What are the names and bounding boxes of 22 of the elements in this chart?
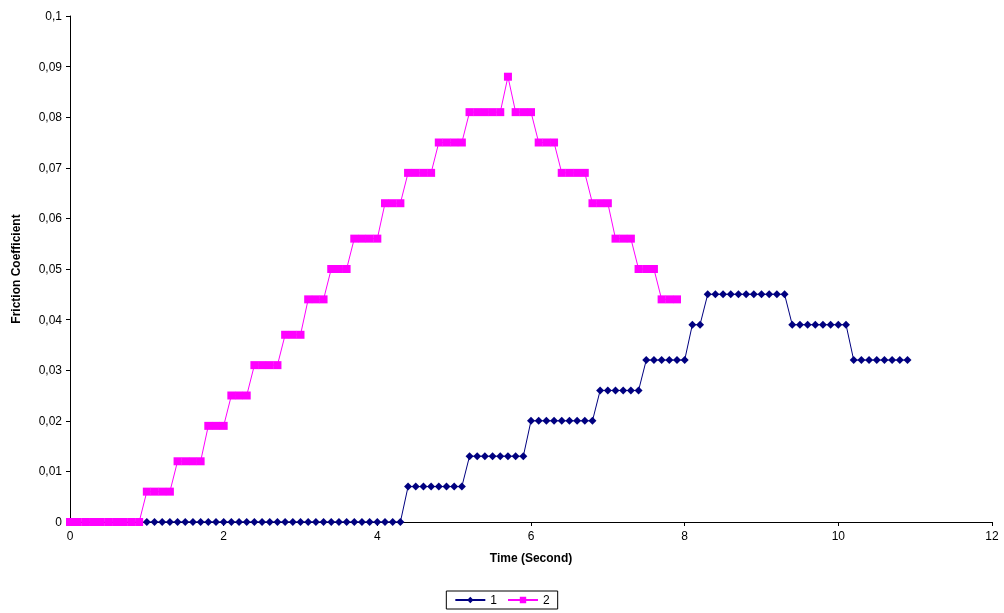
y-axis-title: Friction Coefficient	[9, 214, 23, 324]
y-tick-label: 0,02	[38, 413, 63, 428]
y-tick-label: 0	[55, 515, 63, 529]
y-tick-label: 0,09	[38, 59, 63, 74]
y-tick-label: 0,03	[38, 363, 63, 378]
y-tick-label: 0,08	[38, 110, 63, 125]
x-tick-label: 8	[681, 529, 689, 543]
legend-label: 1	[490, 593, 498, 607]
y-tick-label: 0,01	[38, 464, 63, 479]
x-tick-label: 4	[373, 529, 381, 543]
y-tick-label: 0,1	[45, 9, 63, 23]
x-axis-title: Time (Second)	[489, 551, 573, 565]
x-tick-label: 12	[985, 529, 999, 543]
y-tick-label: 0,06	[38, 211, 63, 226]
y-tick-label: 0,04	[38, 312, 63, 327]
y-tick-label: 0,05	[38, 262, 63, 276]
x-tick-label: 6	[527, 529, 535, 543]
legend-label: 2	[543, 593, 550, 607]
x-tick-label: 2	[220, 529, 228, 543]
y-tick-label: 0,07	[38, 160, 63, 175]
x-tick-label: 10	[831, 529, 846, 543]
x-tick-label: 0	[66, 529, 74, 543]
